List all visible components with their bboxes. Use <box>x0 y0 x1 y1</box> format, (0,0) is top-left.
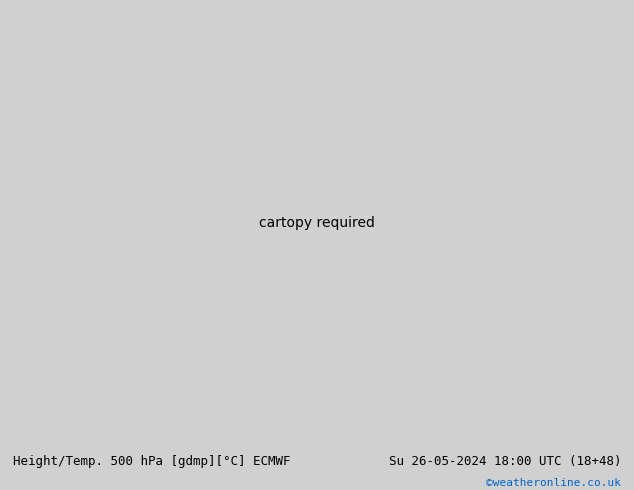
Text: Su 26-05-2024 18:00 UTC (18+48): Su 26-05-2024 18:00 UTC (18+48) <box>389 455 621 468</box>
Text: cartopy required: cartopy required <box>259 216 375 230</box>
Text: ©weatheronline.co.uk: ©weatheronline.co.uk <box>486 478 621 489</box>
Text: Height/Temp. 500 hPa [gdmp][°C] ECMWF: Height/Temp. 500 hPa [gdmp][°C] ECMWF <box>13 455 290 468</box>
